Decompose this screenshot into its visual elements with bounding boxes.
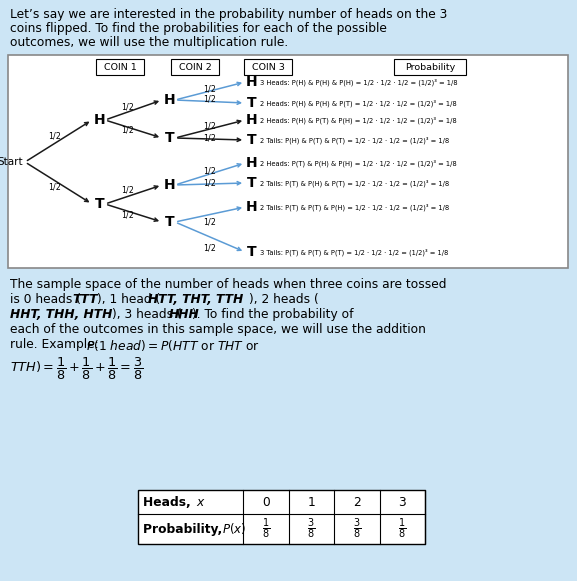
Text: outcomes, we will use the multiplication rule.: outcomes, we will use the multiplication…: [10, 36, 288, 49]
FancyBboxPatch shape: [138, 490, 425, 544]
Text: ), 2 heads (: ), 2 heads (: [249, 293, 319, 306]
Text: ). To find the probability of: ). To find the probability of: [192, 308, 354, 321]
Text: $x$: $x$: [196, 496, 205, 508]
Text: $P(1\ \mathit{head}) = P(\mathit{HTT}\ \mathrm{or}\ \mathit{THT}\ \mathrm{or}$: $P(1\ \mathit{head}) = P(\mathit{HTT}\ \…: [86, 338, 260, 353]
Text: HHH: HHH: [169, 308, 200, 321]
Text: H: H: [164, 93, 176, 107]
Text: rule. Example:: rule. Example:: [10, 338, 103, 351]
Text: Probability,: Probability,: [143, 522, 227, 536]
Text: 0: 0: [262, 496, 269, 508]
Text: ), 3 heads (: ), 3 heads (: [112, 308, 182, 321]
Text: T: T: [247, 176, 257, 190]
Text: $\mathit{TTH}) = \dfrac{1}{8} + \dfrac{1}{8} + \dfrac{1}{8} = \dfrac{3}{8}$: $\mathit{TTH}) = \dfrac{1}{8} + \dfrac{1…: [10, 356, 143, 382]
Text: 1/2: 1/2: [122, 125, 134, 134]
Text: 1/2: 1/2: [122, 102, 134, 112]
Text: 1/2: 1/2: [204, 121, 216, 131]
FancyBboxPatch shape: [96, 59, 144, 75]
Text: Heads,: Heads,: [143, 496, 195, 508]
Text: H: H: [94, 113, 106, 127]
Text: 3: 3: [398, 496, 406, 508]
FancyBboxPatch shape: [171, 59, 219, 75]
Text: Start: Start: [0, 157, 23, 167]
Text: $P(x)$: $P(x)$: [222, 522, 246, 536]
Text: 3 Tails: P(T) & P(T) & P(T) = 1/2 · 1/2 · 1/2 = (1/2)³ = 1/8: 3 Tails: P(T) & P(T) & P(T) = 1/2 · 1/2 …: [260, 248, 448, 256]
FancyBboxPatch shape: [394, 59, 466, 75]
Text: 1/2: 1/2: [204, 243, 216, 253]
Text: 3 Heads: P(H) & P(H) & P(H) = 1/2 · 1/2 · 1/2 = (1/2)³ = 1/8: 3 Heads: P(H) & P(H) & P(H) = 1/2 · 1/2 …: [260, 78, 458, 86]
Text: ), 1 head (: ), 1 head (: [97, 293, 160, 306]
Text: T: T: [247, 96, 257, 110]
Text: 1/2: 1/2: [204, 134, 216, 142]
Text: 2 Tails: P(H) & P(T) & P(T) = 1/2 · 1/2 · 1/2 = (1/2)³ = 1/8: 2 Tails: P(H) & P(T) & P(T) = 1/2 · 1/2 …: [260, 137, 449, 144]
Text: 1/2: 1/2: [48, 131, 61, 141]
Text: $\frac{3}{8}$: $\frac{3}{8}$: [353, 517, 361, 541]
Text: COIN 2: COIN 2: [179, 63, 211, 71]
Text: 1/2: 1/2: [204, 178, 216, 188]
Text: 1/2: 1/2: [122, 185, 134, 195]
Text: T: T: [95, 197, 105, 211]
Text: 2 Tails: P(T) & P(T) & P(H) = 1/2 · 1/2 · 1/2 = (1/2)³ = 1/8: 2 Tails: P(T) & P(T) & P(H) = 1/2 · 1/2 …: [260, 203, 449, 211]
Text: $\frac{3}{8}$: $\frac{3}{8}$: [307, 517, 316, 541]
FancyBboxPatch shape: [244, 59, 292, 75]
Text: COIN 3: COIN 3: [252, 63, 284, 71]
Text: 2 Heads: P(H) & P(T) & P(H) = 1/2 · 1/2 · 1/2 = (1/2)³ = 1/8: 2 Heads: P(H) & P(T) & P(H) = 1/2 · 1/2 …: [260, 116, 457, 124]
Text: Let’s say we are interested in the probability number of heads on the 3: Let’s say we are interested in the proba…: [10, 8, 447, 21]
Text: 1/2: 1/2: [204, 84, 216, 94]
Text: coins flipped. To find the probabilities for each of the possible: coins flipped. To find the probabilities…: [10, 22, 387, 35]
Text: 1/2: 1/2: [204, 167, 216, 175]
Text: 2: 2: [353, 496, 361, 508]
Text: 2 Tails: P(T) & P(H) & P(T) = 1/2 · 1/2 · 1/2 = (1/2)³ = 1/8: 2 Tails: P(T) & P(H) & P(T) = 1/2 · 1/2 …: [260, 180, 449, 187]
Text: 1/2: 1/2: [204, 217, 216, 227]
Text: 1/2: 1/2: [204, 95, 216, 103]
Text: HHT, THH, HTH: HHT, THH, HTH: [10, 308, 113, 321]
FancyBboxPatch shape: [8, 55, 568, 268]
Text: T: T: [165, 215, 175, 229]
Text: H: H: [164, 178, 176, 192]
Text: $\frac{1}{8}$: $\frac{1}{8}$: [398, 517, 406, 541]
Text: T: T: [165, 131, 175, 145]
Text: each of the outcomes in this sample space, we will use the addition: each of the outcomes in this sample spac…: [10, 323, 426, 336]
Text: T: T: [247, 245, 257, 259]
Text: Probability: Probability: [405, 63, 455, 71]
Text: HTT, THT, TTH: HTT, THT, TTH: [148, 293, 243, 306]
Text: $\frac{1}{8}$: $\frac{1}{8}$: [261, 517, 270, 541]
Text: H: H: [246, 200, 258, 214]
Text: H: H: [246, 156, 258, 170]
Text: 1: 1: [308, 496, 315, 508]
Text: The sample space of the number of heads when three coins are tossed: The sample space of the number of heads …: [10, 278, 447, 291]
Text: 2 Heads: P(T) & P(H) & P(H) = 1/2 · 1/2 · 1/2 = (1/2)³ = 1/8: 2 Heads: P(T) & P(H) & P(H) = 1/2 · 1/2 …: [260, 159, 457, 167]
Text: COIN 1: COIN 1: [104, 63, 136, 71]
Text: H: H: [246, 113, 258, 127]
Text: H: H: [246, 75, 258, 89]
Text: TTT: TTT: [72, 293, 98, 306]
Text: 2 Heads: P(H) & P(H) & P(T) = 1/2 · 1/2 · 1/2 = (1/2)³ = 1/8: 2 Heads: P(H) & P(H) & P(T) = 1/2 · 1/2 …: [260, 99, 457, 107]
Text: is 0 heads (: is 0 heads (: [10, 293, 81, 306]
Text: 1/2: 1/2: [48, 182, 61, 192]
Text: T: T: [247, 133, 257, 147]
Text: 1/2: 1/2: [122, 210, 134, 220]
